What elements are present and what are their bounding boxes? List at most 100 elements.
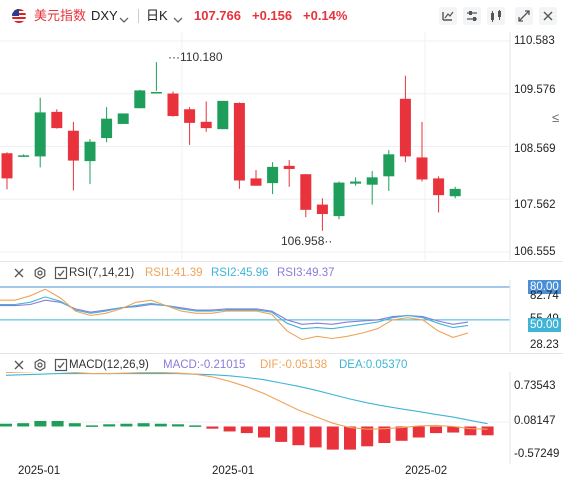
rsi2-line [0, 296, 469, 330]
candle-body [350, 181, 362, 184]
macd-histogram-bar [17, 423, 30, 427]
macd-histogram-bar [86, 425, 98, 427]
macd-histogram-bar [137, 423, 150, 427]
macd-histogram-bar [68, 423, 81, 427]
price-axis-label: 107.562 [514, 199, 556, 211]
macd-axis-label: 0.08147 [514, 415, 556, 427]
dea-value: DEA:0.05370 [339, 359, 408, 371]
rsi1-line [0, 288, 469, 341]
candlestick-chart[interactable] [0, 32, 563, 260]
drawing-tool-icon[interactable] [487, 7, 505, 25]
macd-histogram-bar [51, 420, 64, 427]
low-price-marker: 106.958·· [281, 234, 333, 248]
fullscreen-icon[interactable] [515, 7, 533, 25]
macd-histogram-bar [154, 423, 167, 427]
price-axis-label: 110.583 [514, 35, 555, 47]
period-chevron-icon[interactable] [173, 11, 183, 29]
macd-axis-label: -0.57249 [514, 448, 560, 460]
macd-histogram-bar [120, 423, 133, 427]
close-indicator-icon[interactable] [12, 266, 26, 280]
candle-body [34, 112, 46, 157]
chevron-down-icon[interactable] [119, 11, 129, 29]
macd-histogram-bar [206, 426, 219, 429]
candle-body [333, 182, 345, 217]
macd-histogram-bar [223, 426, 236, 432]
panel-divider [0, 261, 563, 262]
instrument-code[interactable]: DXY [91, 8, 118, 23]
close-indicator-icon[interactable] [12, 358, 26, 372]
macd-histogram-bar [258, 426, 270, 438]
candle-body [217, 100, 229, 130]
macd-histogram-bar [189, 425, 202, 427]
collapse-panel-button[interactable]: ≤ [552, 110, 560, 125]
candle-body [300, 174, 312, 210]
macd-histogram-bar [378, 426, 391, 443]
candle-body [233, 102, 245, 181]
candle-body [399, 98, 411, 157]
macd-histogram-bar [395, 426, 408, 441]
price-change: +0.156 [252, 8, 293, 23]
rsi-level-tag: 50.00 [528, 318, 561, 332]
candle-body [117, 113, 129, 124]
us-flag-icon [12, 9, 26, 23]
macd-histogram-bar [361, 426, 374, 447]
dea-line [5, 373, 488, 425]
candle-body [84, 141, 96, 162]
price-axis-label: 108.569 [514, 143, 556, 155]
price-axis-label: 106.555 [514, 246, 556, 258]
gear-icon[interactable] [33, 266, 47, 280]
close-icon[interactable] [539, 7, 557, 25]
candle-body [51, 111, 63, 129]
candle-body [200, 121, 212, 129]
macd-histogram-bar [0, 423, 12, 427]
candle-body [267, 166, 279, 184]
macd-histogram-bar [292, 426, 305, 446]
x-axis-label: 2025-01 [18, 465, 61, 477]
macd-histogram-bar [240, 426, 253, 434]
macd-value: MACD:-0.21015 [163, 359, 246, 371]
period-selector[interactable]: 日K [146, 8, 168, 23]
candle-body [134, 90, 146, 109]
dif-value: DIF:-0.05138 [260, 359, 328, 371]
dif-line [5, 372, 488, 430]
candle-body [67, 130, 79, 161]
rsi3-line [0, 299, 469, 325]
macd-histogram-bar [447, 426, 460, 433]
candle-body [433, 178, 445, 196]
macd-histogram-bar [309, 426, 322, 448]
macd-chart[interactable] [0, 372, 563, 464]
low-price-label: 106.958 [281, 234, 325, 248]
macd-histogram-bar [103, 424, 116, 427]
x-axis-label: 2025-02 [405, 465, 448, 477]
candle-body [150, 91, 162, 94]
rsi3-value: RSI3:49.37 [277, 267, 335, 279]
macd-histogram-bar [464, 426, 477, 436]
rsi1-value: RSI1:41.39 [145, 267, 203, 279]
high-price-marker: ···110.180 [168, 50, 223, 64]
instrument-name[interactable]: 美元指数 [34, 8, 87, 23]
macd-histogram-bar [412, 426, 425, 438]
candle-body [101, 118, 113, 139]
rsi-chart[interactable] [0, 280, 563, 352]
chart-header: 美元指数 DXY 日K 107.766 +0.156 +0.14% [0, 0, 563, 32]
header-divider [138, 9, 139, 23]
rsi-axis-label: 82.74 [530, 290, 559, 302]
gear-icon[interactable] [33, 358, 47, 372]
macd-histogram-bar [172, 424, 184, 427]
indicator-settings-icon[interactable] [463, 7, 481, 25]
x-axis-label: 2025-01 [212, 465, 255, 477]
indicator-toggle-icon[interactable] [54, 266, 68, 280]
candle-type-icon[interactable] [439, 7, 457, 25]
candle-body [416, 157, 428, 180]
macd-histogram-bar [344, 426, 356, 450]
candle-body [449, 188, 461, 197]
rsi-axis-label: 28.23 [530, 339, 559, 351]
panel-divider [0, 353, 563, 354]
candle-body [167, 93, 179, 117]
last-price: 107.766 [194, 8, 241, 23]
high-price-label: 110.180 [180, 50, 223, 64]
candle-body [184, 109, 196, 123]
rsi-level-tag: 80.00 [528, 280, 561, 294]
macd-histogram-bar [430, 426, 442, 434]
indicator-toggle-icon[interactable] [54, 358, 68, 372]
